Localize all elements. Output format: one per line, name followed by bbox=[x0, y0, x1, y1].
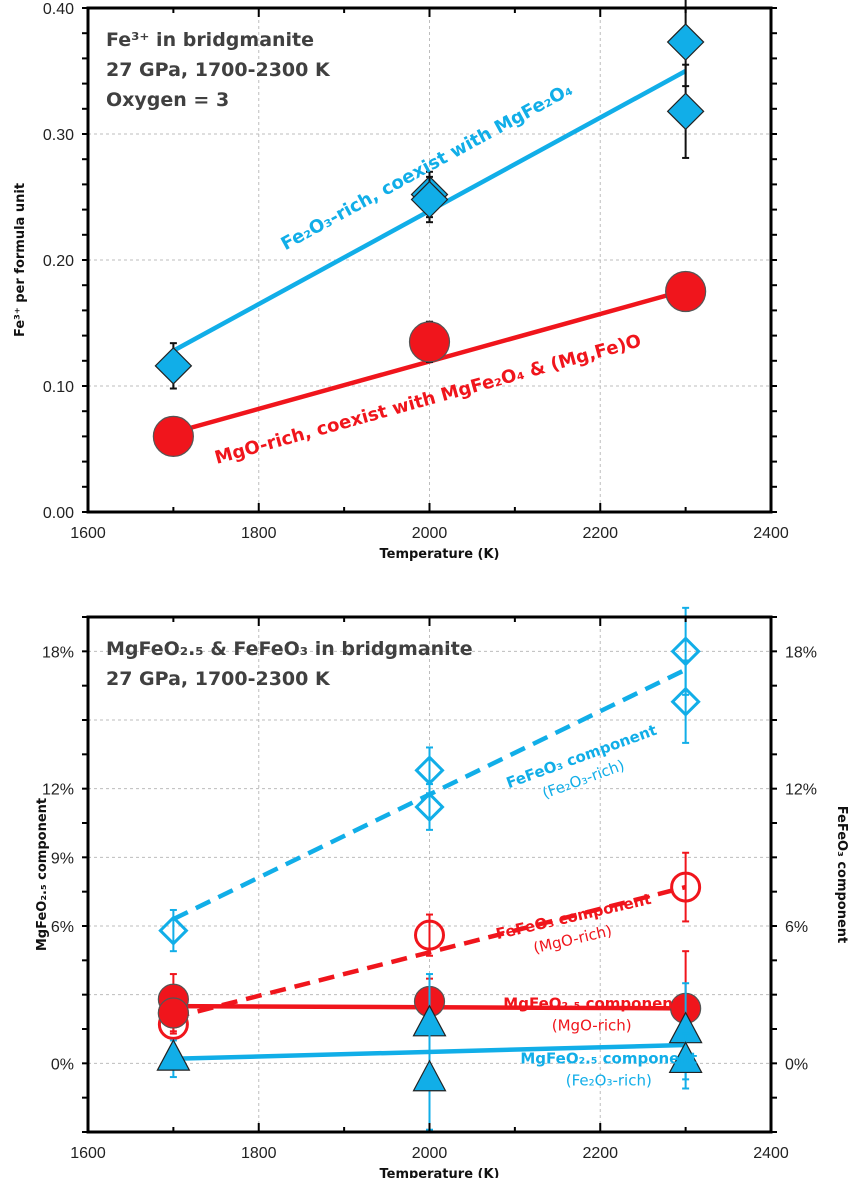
annotation-label: MgFeO₂.₅ component bbox=[503, 994, 680, 1012]
series-red-circle-filled bbox=[152, 270, 707, 457]
annotations: Fe₂O₃-rich, coexist with MgFe₂O₄MgO-rich… bbox=[212, 79, 643, 469]
y-axis-left: 0% 6% 9% 12% 18% MgFeO₂.₅ component bbox=[35, 616, 777, 1133]
y-axis-left: 0.00 0.10 0.20 0.30 0.40 Fe³⁺ per formula uni… bbox=[13, 1, 777, 522]
x-tick-label: 1600 bbox=[70, 1145, 106, 1162]
x-axis: 1600 1800 2000 2200 2400 Temperature (K) bbox=[70, 617, 789, 1178]
data-point-circle bbox=[157, 997, 189, 1029]
y-tick-label: 0.10 bbox=[43, 379, 74, 396]
x-tick-label: 1800 bbox=[241, 525, 277, 542]
annotations: FeFeO₃ component(Fe₂O₃-rich)FeFeO₃ compo… bbox=[494, 721, 697, 1089]
error-bar bbox=[682, 851, 690, 923]
x-axis: 1600 1800 2000 2200 2400 Temperature (K) bbox=[70, 8, 789, 562]
x-tick-label: 1600 bbox=[70, 525, 106, 542]
data-point-diamond bbox=[410, 180, 449, 219]
y-tick-label: 12% bbox=[42, 782, 74, 799]
data-point-diamond bbox=[414, 791, 445, 823]
panel-title-line: MgFeO₂.₅ & FeFeO₃ in bridgmanite bbox=[106, 638, 473, 660]
x-axis-title: Temperature (K) bbox=[380, 547, 500, 562]
x-tick-label: 2000 bbox=[412, 525, 448, 542]
data-point-triangle bbox=[668, 1041, 703, 1074]
panel-title-line: 27 GPa, 1700-2300 K bbox=[106, 59, 331, 81]
series-blue-diamond-filled bbox=[154, 0, 705, 390]
data-point-circle bbox=[408, 321, 451, 363]
panel-title-line: Oxygen = 3 bbox=[106, 89, 229, 111]
data-point-circle bbox=[670, 871, 702, 903]
grid bbox=[88, 8, 771, 512]
annotation-sublabel: (MgO-rich) bbox=[552, 1016, 632, 1034]
data-point-diamond bbox=[666, 23, 705, 61]
y-tick-label: 0.20 bbox=[43, 253, 74, 270]
panel-title: MgFeO₂.₅ & FeFeO₃ in bridgmanite 27 GPa, … bbox=[106, 638, 473, 690]
y-tick-label: 18% bbox=[42, 644, 74, 661]
x-tick-label: 2200 bbox=[582, 525, 618, 542]
y-tick-label: 0.30 bbox=[43, 127, 74, 144]
data-point-diamond bbox=[154, 346, 193, 385]
y-tick-label: 6% bbox=[51, 919, 74, 936]
data-point-diamond bbox=[670, 686, 701, 717]
error-bar bbox=[426, 783, 433, 831]
data-point-diamond bbox=[666, 92, 705, 131]
x-tick-label: 2400 bbox=[753, 1145, 789, 1162]
series-blue-triangle-filled bbox=[156, 973, 703, 1131]
y-tick-label: 0.40 bbox=[43, 1, 74, 18]
x-tick-label: 2000 bbox=[412, 1145, 448, 1162]
annotation-sublabel: (Fe₂O₃-rich) bbox=[566, 1071, 652, 1089]
series-blue-diamond-open bbox=[158, 606, 701, 953]
y-axis-title: Fe³⁺ per formula unit bbox=[13, 183, 28, 337]
x-tick-label: 2400 bbox=[753, 525, 789, 542]
chart-panel-2: 1600 1800 2000 2200 2400 Temperature (K) 0% 6% 9… bbox=[35, 606, 848, 1178]
y-tick-label: 9% bbox=[51, 850, 74, 867]
y-axis-right: 0% 6% 12% 18% FeFeO₃ component bbox=[785, 644, 848, 1073]
data-point-diamond bbox=[158, 915, 189, 946]
data-point-triangle bbox=[412, 1059, 447, 1092]
y-axis-title: MgFeO₂.₅ component bbox=[35, 798, 50, 951]
grid bbox=[88, 617, 771, 1132]
data-point-circle bbox=[665, 270, 707, 313]
y-right-tick-label: 0% bbox=[785, 1056, 808, 1073]
data-point-triangle bbox=[156, 1038, 191, 1071]
panel-title-line: Fe³⁺ in bridgmanite bbox=[106, 29, 314, 51]
panel-title-line: 27 GPa, 1700-2300 K bbox=[106, 668, 331, 690]
y-right-axis-title: FeFeO₃ component bbox=[834, 806, 848, 944]
data-point-circle bbox=[414, 919, 445, 951]
panel-title: Fe³⁺ in bridgmanite 27 GPa, 1700-2300 K Ox… bbox=[106, 29, 331, 111]
y-tick-label: 0% bbox=[51, 1056, 74, 1073]
data-point-diamond bbox=[414, 755, 445, 786]
x-tick-label: 2200 bbox=[582, 1145, 618, 1162]
x-axis-title: Temperature (K) bbox=[380, 1167, 500, 1178]
y-right-tick-label: 18% bbox=[785, 644, 817, 661]
x-tick-label: 1800 bbox=[241, 1145, 277, 1162]
y-right-tick-label: 6% bbox=[785, 919, 808, 936]
annotation-label: Fe₂O₃-rich, coexist with MgFe₂O₄ bbox=[278, 79, 577, 255]
annotation-label: MgFeO₂.₅ component bbox=[520, 1049, 697, 1067]
data-point-circle bbox=[152, 415, 194, 457]
y-tick-label: 0.00 bbox=[43, 505, 74, 522]
y-right-tick-label: 12% bbox=[785, 782, 817, 799]
error-bar bbox=[682, 659, 690, 744]
